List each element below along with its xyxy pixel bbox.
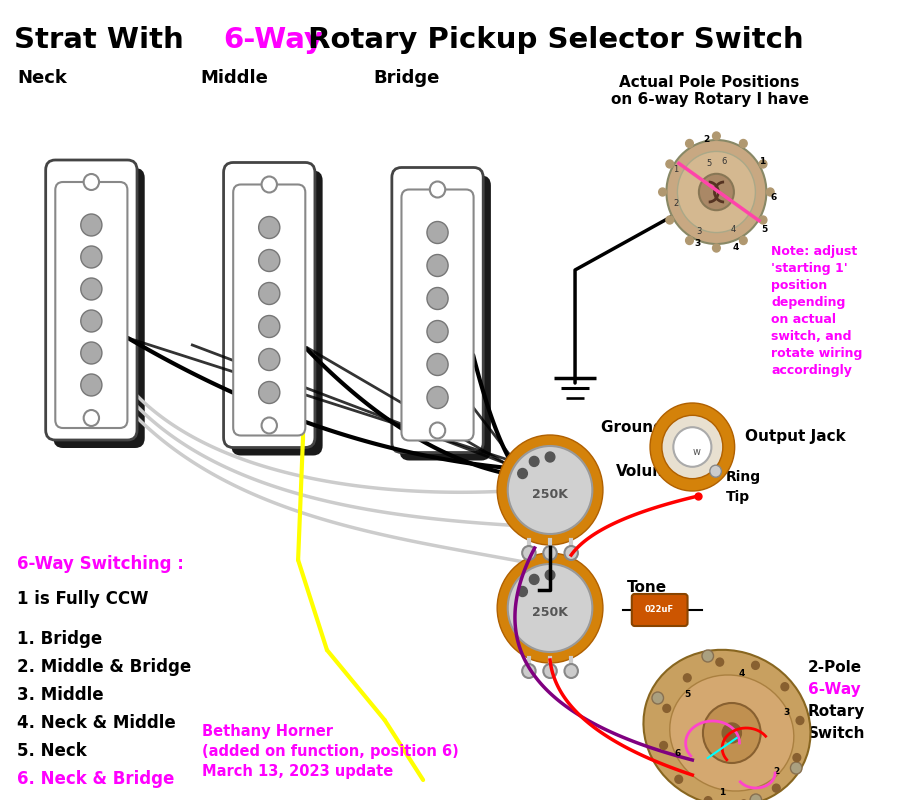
Circle shape [759, 216, 767, 224]
Circle shape [518, 586, 527, 597]
Text: 2-Pole: 2-Pole [808, 660, 862, 675]
Circle shape [662, 415, 723, 478]
Circle shape [81, 214, 102, 236]
Circle shape [683, 674, 691, 682]
Ellipse shape [669, 675, 794, 791]
Circle shape [704, 797, 712, 800]
Text: 6-Way Switching :: 6-Way Switching : [17, 555, 184, 573]
Circle shape [781, 682, 789, 690]
Circle shape [543, 664, 557, 678]
Circle shape [710, 465, 722, 477]
Circle shape [508, 564, 592, 652]
Circle shape [772, 784, 780, 792]
Text: 5: 5 [684, 690, 691, 699]
Text: Rotary: Rotary [808, 704, 865, 719]
Circle shape [565, 546, 578, 560]
Text: Ring: Ring [726, 470, 761, 484]
Text: 022uF: 022uF [645, 606, 674, 614]
Text: 2. Middle & Bridge: 2. Middle & Bridge [17, 658, 192, 676]
Circle shape [522, 546, 536, 560]
Text: 5: 5 [706, 159, 712, 169]
Circle shape [546, 452, 555, 462]
Circle shape [508, 446, 592, 534]
Text: 250K: 250K [532, 489, 568, 502]
Text: 6-Way: 6-Way [808, 682, 860, 697]
Circle shape [713, 132, 720, 140]
Circle shape [259, 315, 280, 338]
Circle shape [673, 427, 712, 467]
Circle shape [675, 775, 682, 783]
Circle shape [793, 754, 801, 762]
Circle shape [699, 174, 734, 210]
Circle shape [83, 410, 99, 426]
Text: 5: 5 [761, 226, 768, 234]
Circle shape [427, 254, 448, 277]
Circle shape [716, 658, 724, 666]
FancyBboxPatch shape [402, 190, 473, 441]
Text: Tip: Tip [726, 490, 750, 504]
Circle shape [565, 664, 578, 678]
Circle shape [529, 574, 539, 585]
Text: 5. Neck: 5. Neck [17, 742, 87, 760]
Circle shape [430, 182, 446, 198]
Ellipse shape [644, 650, 811, 800]
Circle shape [261, 418, 277, 434]
Circle shape [497, 435, 603, 545]
FancyBboxPatch shape [400, 175, 491, 461]
Text: 1: 1 [759, 158, 766, 166]
Circle shape [259, 217, 280, 238]
Circle shape [427, 354, 448, 375]
Circle shape [81, 374, 102, 396]
Circle shape [427, 386, 448, 409]
Circle shape [659, 742, 668, 750]
Circle shape [652, 692, 664, 704]
Circle shape [259, 282, 280, 305]
FancyBboxPatch shape [55, 182, 127, 428]
FancyBboxPatch shape [231, 170, 323, 455]
Circle shape [261, 177, 277, 193]
Text: 250K: 250K [532, 606, 568, 619]
Circle shape [543, 546, 557, 560]
Circle shape [739, 237, 747, 245]
Circle shape [666, 160, 674, 168]
Text: 6-Way: 6-Way [223, 26, 323, 54]
Circle shape [663, 704, 670, 712]
Text: Rotary Pickup Selector Switch: Rotary Pickup Selector Switch [298, 26, 803, 54]
FancyBboxPatch shape [632, 594, 688, 626]
Circle shape [427, 287, 448, 310]
Text: Bethany Horner
(added on function, position 6)
March 13, 2023 update: Bethany Horner (added on function, posit… [202, 724, 459, 778]
Circle shape [702, 650, 713, 662]
FancyBboxPatch shape [233, 185, 305, 435]
Circle shape [259, 250, 280, 271]
Text: Bridge: Bridge [373, 69, 439, 87]
Circle shape [666, 216, 674, 224]
Text: 4. Neck & Middle: 4. Neck & Middle [17, 714, 176, 732]
Circle shape [750, 794, 762, 800]
Circle shape [546, 570, 555, 580]
Text: 3: 3 [783, 708, 790, 717]
Circle shape [430, 422, 446, 438]
Circle shape [703, 703, 760, 763]
Text: 2: 2 [703, 135, 710, 145]
Text: w: w [692, 447, 701, 457]
Circle shape [686, 237, 693, 245]
FancyBboxPatch shape [53, 168, 145, 448]
Text: 1 is Fully CCW: 1 is Fully CCW [17, 590, 149, 608]
Circle shape [752, 662, 759, 670]
Text: 1: 1 [673, 166, 679, 174]
Circle shape [790, 762, 802, 774]
Circle shape [83, 174, 99, 190]
Text: 3: 3 [696, 227, 702, 237]
Text: Ground Wire: Ground Wire [601, 421, 709, 435]
Text: Actual Pole Positions
on 6-way Rotary I have: Actual Pole Positions on 6-way Rotary I … [611, 75, 809, 107]
Circle shape [81, 246, 102, 268]
Circle shape [739, 139, 747, 147]
Text: 6: 6 [771, 193, 778, 202]
Text: 4: 4 [738, 670, 745, 678]
Circle shape [759, 160, 767, 168]
Circle shape [522, 664, 536, 678]
Text: 2: 2 [773, 767, 779, 776]
Circle shape [497, 553, 603, 663]
Circle shape [81, 278, 102, 300]
Circle shape [427, 222, 448, 243]
